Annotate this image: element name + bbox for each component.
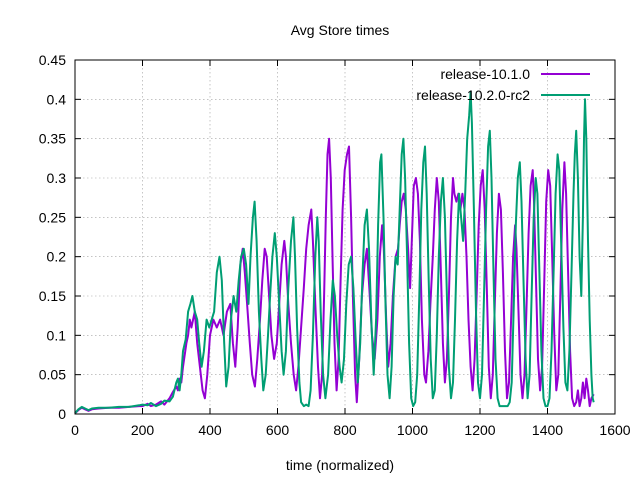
y-tick-label: 0.1 bbox=[47, 327, 67, 343]
x-tick-label: 400 bbox=[198, 422, 222, 438]
x-tick-label: 600 bbox=[266, 422, 290, 438]
x-tick-label: 1000 bbox=[397, 422, 428, 438]
series-layer bbox=[74, 90, 595, 414]
chart-title: Avg Store times bbox=[291, 22, 390, 38]
x-tick-label: 0 bbox=[71, 422, 79, 438]
y-tick-label: 0.45 bbox=[39, 52, 66, 68]
series-line-1 bbox=[74, 137, 595, 414]
y-tick-label: 0.4 bbox=[47, 91, 67, 107]
y-tick-label: 0.05 bbox=[39, 367, 66, 383]
y-tick-label: 0 bbox=[58, 406, 66, 422]
x-tick-label: 1200 bbox=[464, 422, 495, 438]
y-tick-label: 0.3 bbox=[47, 170, 67, 186]
x-tick-label: 800 bbox=[333, 422, 357, 438]
y-tick-label: 0.15 bbox=[39, 288, 66, 304]
x-tick-label: 200 bbox=[131, 422, 155, 438]
y-tick-label: 0.25 bbox=[39, 209, 66, 225]
y-tick-label: 0.2 bbox=[47, 249, 67, 265]
x-tick-label: 1400 bbox=[532, 422, 563, 438]
x-tick-label: 1600 bbox=[599, 422, 630, 438]
axis-ticks: 0 200 400 600 800 1000 1200 1400 1600 0 0.05 0.1 0.1… bbox=[39, 52, 631, 438]
legend-entry-label: release-10.2.0-rc2 bbox=[416, 87, 530, 103]
y-tick-label: 0.35 bbox=[39, 131, 66, 147]
legend: release-10.1.0 release-10.2.0-rc2 bbox=[416, 66, 590, 103]
series-line-2 bbox=[74, 90, 595, 414]
legend-entry-label: release-10.1.0 bbox=[440, 66, 530, 82]
x-axis-label: time (normalized) bbox=[286, 457, 394, 473]
